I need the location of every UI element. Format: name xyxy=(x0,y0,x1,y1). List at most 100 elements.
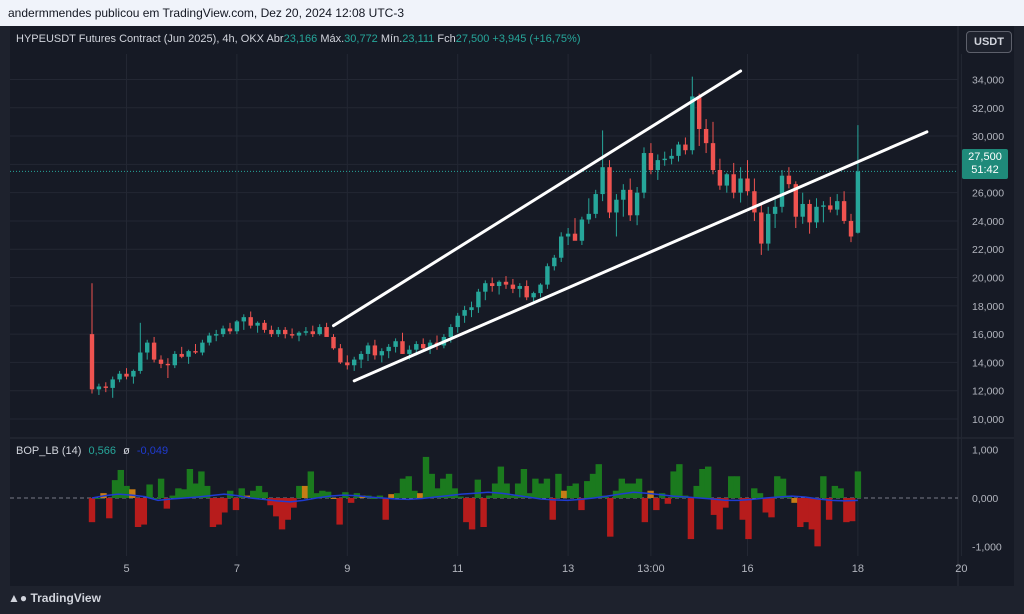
bop-bar xyxy=(497,466,505,498)
bop-bar xyxy=(791,498,798,503)
bop-bar xyxy=(319,490,326,498)
bop-bar xyxy=(157,478,165,498)
candle-body xyxy=(207,335,212,343)
bop-signal-line xyxy=(91,491,858,503)
candle-series xyxy=(89,76,861,398)
candle-body xyxy=(614,199,619,213)
bop-bar xyxy=(561,490,568,498)
time-tick-label: 18 xyxy=(852,563,864,575)
candle-body xyxy=(717,170,723,186)
candle-body xyxy=(200,342,205,353)
bop-bar xyxy=(607,498,614,537)
low-label: Mín. xyxy=(380,33,403,45)
candle-body xyxy=(572,233,578,241)
candle-body xyxy=(552,257,557,267)
bop-bar xyxy=(572,483,579,498)
candle-body xyxy=(683,144,688,151)
bop-bar xyxy=(762,498,769,513)
candle-body xyxy=(269,329,274,335)
bop-bar xyxy=(848,498,856,522)
time-tick-label: 11 xyxy=(452,563,463,575)
bop-bar xyxy=(394,493,401,498)
bop-bar xyxy=(716,498,723,530)
bop-symbol: ø xyxy=(123,445,130,457)
candle-body xyxy=(697,96,702,129)
bop-bar xyxy=(440,478,447,498)
bop-bar xyxy=(307,471,315,498)
candle-body xyxy=(283,329,288,335)
candle-body xyxy=(462,310,467,316)
bop-bar xyxy=(595,464,602,498)
bop-bar xyxy=(520,469,528,498)
price-tick-label: 30,000 xyxy=(972,131,1004,143)
bop-bar xyxy=(578,498,585,511)
candle-body xyxy=(524,286,529,298)
candle-body xyxy=(807,203,812,223)
candle-body xyxy=(310,331,315,335)
bop-bar xyxy=(779,478,787,498)
candle-body xyxy=(490,283,495,287)
bop-bar xyxy=(445,473,453,498)
candle-body xyxy=(828,205,833,210)
tv-icon: ▲● xyxy=(8,591,31,605)
symbol-legend: HYPEUSDT Futures Contract (Jun 2025), 4h… xyxy=(16,33,581,45)
bop-bar xyxy=(382,498,389,520)
currency-button[interactable]: USDT xyxy=(966,31,1012,53)
candle-body xyxy=(841,201,847,221)
candle-body xyxy=(600,167,605,195)
trendlines xyxy=(332,69,929,383)
bop-bar xyxy=(140,498,148,525)
bop-bar xyxy=(751,488,758,498)
price-tick-label: 32,000 xyxy=(972,103,1004,115)
candle-body xyxy=(855,171,861,233)
bop-bar xyxy=(399,478,407,498)
price-tick-label: 12,000 xyxy=(972,386,1004,398)
bop-bar xyxy=(336,498,343,525)
bop-bar xyxy=(814,498,821,547)
last-price: 27,500 xyxy=(968,151,1002,163)
bop-bar xyxy=(106,498,113,519)
candle-body xyxy=(586,213,591,220)
bop-bar xyxy=(618,478,625,498)
candle-body xyxy=(676,144,681,156)
bop-bar xyxy=(509,495,516,498)
bop-name: BOP_LB (14) xyxy=(16,445,82,457)
candle-body xyxy=(179,353,184,357)
bop-bar xyxy=(301,485,309,498)
bop-bar xyxy=(192,483,199,498)
candle-body xyxy=(738,178,743,193)
bop-bar xyxy=(347,498,355,503)
candle-body xyxy=(710,143,716,171)
candle-body xyxy=(365,345,371,354)
bop-bar xyxy=(831,485,839,498)
candle-body xyxy=(317,327,322,335)
candle-body xyxy=(345,362,350,366)
candle-body xyxy=(752,191,757,213)
bop-bar xyxy=(209,498,217,527)
candle-body xyxy=(138,352,143,371)
candle-body xyxy=(227,328,233,332)
bop-bar xyxy=(221,498,228,513)
publisher-bar: andermmendes publicou em TradingView.com… xyxy=(0,0,1024,26)
bop-bar xyxy=(774,476,781,498)
price-tick-label: 18,000 xyxy=(972,301,1004,313)
bop-series xyxy=(88,456,862,547)
bop-bar xyxy=(376,495,384,498)
tradingview-logo[interactable]: ▲● TradingView xyxy=(8,591,101,605)
bop-bar xyxy=(215,498,222,525)
candle-body xyxy=(427,342,433,349)
bop-bar xyxy=(693,485,700,498)
publisher-text: andermmendes publicou em TradingView.com… xyxy=(8,6,404,20)
candle-body xyxy=(214,334,219,336)
candle-body xyxy=(510,284,516,289)
bop-bar xyxy=(733,476,741,498)
candle-body xyxy=(607,167,612,213)
candle-body xyxy=(248,317,253,326)
candle-body xyxy=(448,327,453,337)
candle-body xyxy=(531,293,536,298)
candle-body xyxy=(648,153,654,171)
bop-bar xyxy=(624,483,631,498)
bop-bar xyxy=(635,478,643,498)
bop-tick-label: -1,000 xyxy=(972,541,1002,553)
